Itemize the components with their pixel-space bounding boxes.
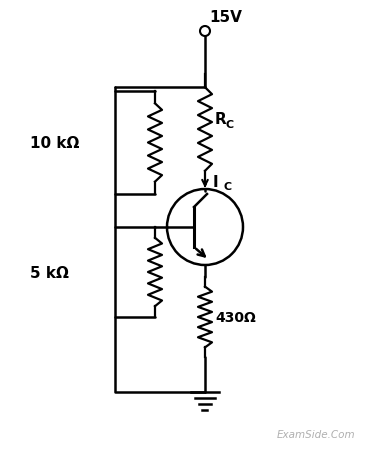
Text: ExamSide.Com: ExamSide.Com <box>276 429 355 439</box>
Text: R: R <box>215 112 227 127</box>
Text: 5 kΩ: 5 kΩ <box>30 265 69 280</box>
Text: I: I <box>213 175 219 189</box>
Text: C: C <box>224 182 232 192</box>
Text: C: C <box>226 120 234 130</box>
Text: 10 kΩ: 10 kΩ <box>30 136 80 151</box>
Text: 15V: 15V <box>209 10 242 25</box>
Text: 430Ω: 430Ω <box>215 310 256 324</box>
